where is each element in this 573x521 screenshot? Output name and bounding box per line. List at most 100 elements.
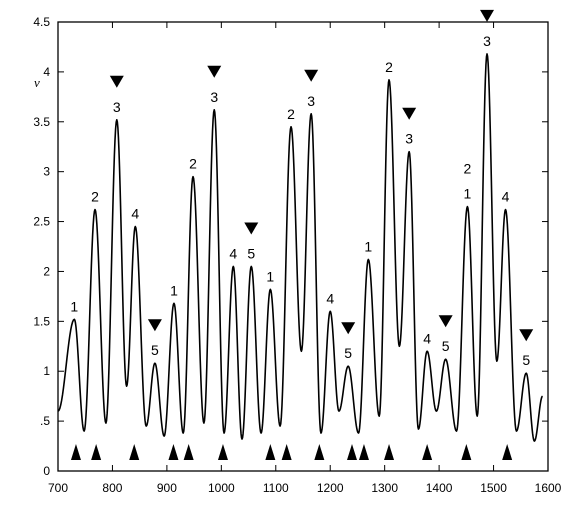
y-tick-label: .5 xyxy=(40,414,50,428)
peak-point xyxy=(347,365,349,367)
x-tick-label: 1400 xyxy=(426,481,453,495)
peak-point xyxy=(329,310,331,312)
up-triangle-marker xyxy=(422,444,433,460)
down-triangle-marker xyxy=(438,315,453,328)
peak-label: 2 xyxy=(287,106,295,122)
peak-point xyxy=(388,79,390,81)
y-tick-label: 2.5 xyxy=(33,215,50,229)
peak-point xyxy=(525,372,527,374)
peak-label: 2 xyxy=(189,156,197,172)
peak-point xyxy=(504,208,507,211)
x-tick-label: 1500 xyxy=(480,481,507,495)
peak-point xyxy=(426,350,428,352)
down-triangle-marker xyxy=(519,329,534,342)
peak-point xyxy=(290,126,292,128)
down-triangle-marker xyxy=(480,9,495,22)
up-triangle-marker xyxy=(358,444,369,460)
peak-label: 3 xyxy=(405,131,413,147)
y-tick-label: 4.5 xyxy=(33,15,50,29)
series-line xyxy=(57,53,544,442)
peak-label: 4 xyxy=(502,189,510,205)
y-tick-label: 2 xyxy=(43,264,50,278)
peak-label: 3 xyxy=(210,89,218,105)
peak-label: 2 xyxy=(464,161,472,177)
down-triangle-marker xyxy=(304,69,319,82)
peak-label: 5 xyxy=(344,345,352,361)
series-group xyxy=(57,53,544,442)
peak-label: 5 xyxy=(442,338,450,354)
x-tick-label: 1300 xyxy=(371,481,398,495)
peak-label: 1 xyxy=(464,186,472,202)
peak-point xyxy=(154,362,156,364)
y-tick-label: 3 xyxy=(43,165,50,179)
peak-label: 5 xyxy=(247,245,255,261)
y-tick-label: 4 xyxy=(43,65,50,79)
plot-border xyxy=(57,21,549,472)
peak-point xyxy=(466,205,469,208)
up-marker-group xyxy=(70,444,513,460)
peak-label: 1 xyxy=(364,238,372,254)
peak-label: 1 xyxy=(266,268,274,284)
up-triangle-marker xyxy=(168,444,179,460)
peak-label: 5 xyxy=(522,352,530,368)
peak-point xyxy=(232,265,234,268)
x-tick-label: 1200 xyxy=(317,481,344,495)
peak-point xyxy=(310,113,312,115)
peak-label: 3 xyxy=(113,99,121,115)
peak-point xyxy=(250,265,252,268)
up-triangle-marker xyxy=(217,444,228,460)
peak-point xyxy=(367,258,369,261)
peak-point xyxy=(94,208,96,211)
up-triangle-marker xyxy=(129,444,140,460)
up-triangle-marker xyxy=(91,444,102,460)
y-tick-label: 0 xyxy=(43,464,50,478)
up-triangle-marker xyxy=(183,444,194,460)
peak-point xyxy=(134,225,136,228)
x-tick-label: 1600 xyxy=(535,481,562,495)
x-tick-label: 900 xyxy=(157,481,177,495)
peak-label: 5 xyxy=(151,342,159,358)
down-triangle-marker xyxy=(402,107,417,120)
peak-label: 2 xyxy=(385,59,393,75)
peak-point xyxy=(486,53,488,55)
peak-label: 2 xyxy=(91,189,99,205)
up-triangle-marker xyxy=(461,444,472,460)
up-triangle-marker xyxy=(502,444,513,460)
peak-label: 3 xyxy=(483,33,491,49)
down-triangle-marker xyxy=(244,222,259,235)
peak-label: 4 xyxy=(229,245,237,261)
y-axis: 0 .5 1 1.5 2 2.5 3 3.5 4 4.5 xyxy=(33,15,548,478)
peak-point xyxy=(445,358,447,360)
peak-label: 4 xyxy=(326,290,334,306)
down-marker-group xyxy=(109,9,534,342)
up-triangle-marker xyxy=(265,444,276,460)
x-tick-label: 1100 xyxy=(263,481,289,495)
up-triangle-marker xyxy=(70,444,81,460)
peak-label: 4 xyxy=(423,330,431,346)
peak-point xyxy=(173,302,175,304)
peak-label: 4 xyxy=(131,206,139,222)
peak-point xyxy=(116,119,118,121)
peak-label: 1 xyxy=(170,282,178,298)
y-tick-label: 1.5 xyxy=(33,314,50,328)
up-triangle-marker xyxy=(384,444,395,460)
x-tick-label: 800 xyxy=(102,481,122,495)
plot-frame xyxy=(57,21,549,472)
y-axis-label: v xyxy=(34,75,40,90)
peak-label: 3 xyxy=(307,93,315,109)
peak-point xyxy=(192,176,194,178)
down-triangle-marker xyxy=(109,75,124,88)
down-triangle-marker xyxy=(207,65,222,78)
up-triangle-marker xyxy=(347,444,357,460)
x-tick-label: 1000 xyxy=(208,481,235,495)
x-tick-label: 700 xyxy=(48,481,68,495)
up-triangle-marker xyxy=(314,444,325,460)
y-tick-label: 1 xyxy=(43,364,50,378)
up-triangle-marker xyxy=(281,444,292,460)
peak-point xyxy=(269,288,271,291)
y-tick-label: 3.5 xyxy=(33,115,50,129)
down-triangle-marker xyxy=(147,319,162,332)
down-triangle-marker xyxy=(341,322,356,335)
